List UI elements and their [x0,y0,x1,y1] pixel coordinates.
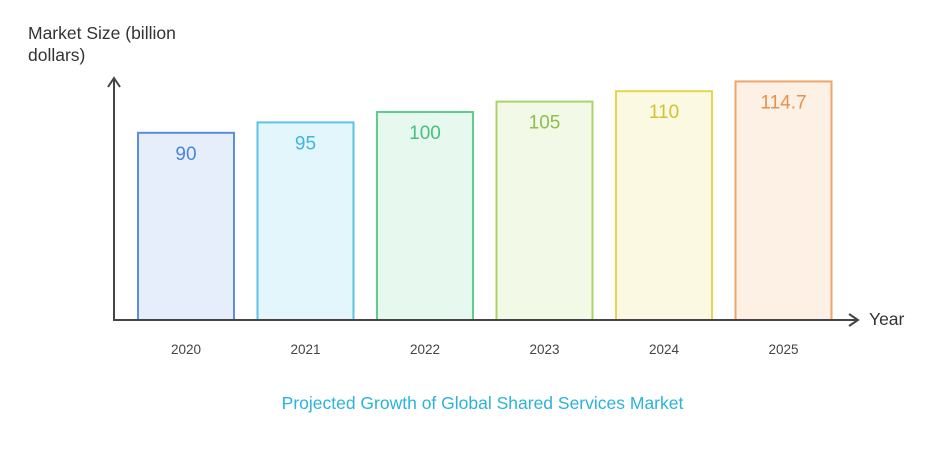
x-tick-label-2020: 2020 [171,342,201,357]
data-label-2024: 110 [649,102,679,123]
data-label-2025: 114.7 [760,92,806,113]
bar-2025 [734,80,833,322]
x-tick-label-2025: 2025 [768,342,798,357]
y-axis-label: Market Size (billion dollars) [28,23,176,65]
data-label-2021: 95 [295,133,316,154]
data-label-2020: 90 [175,144,196,165]
x-axis-arrow [848,313,860,327]
data-label-2022: 100 [409,123,441,144]
bar-2024 [615,90,713,321]
y-axis-arrow [107,76,121,88]
bar-2020 [137,131,235,321]
x-tick-label-2024: 2024 [649,342,680,357]
data-label-2023: 105 [529,113,561,134]
x-axis-label: Year [869,309,905,329]
bar-2023 [495,100,594,321]
chart-title: Projected Growth of Global Shared Servic… [281,393,684,413]
x-tick-label-2021: 2021 [290,342,320,357]
x-tick-label-2023: 2023 [529,342,559,357]
x-tick-label-2022: 2022 [410,342,440,357]
bar-2021 [256,121,355,322]
